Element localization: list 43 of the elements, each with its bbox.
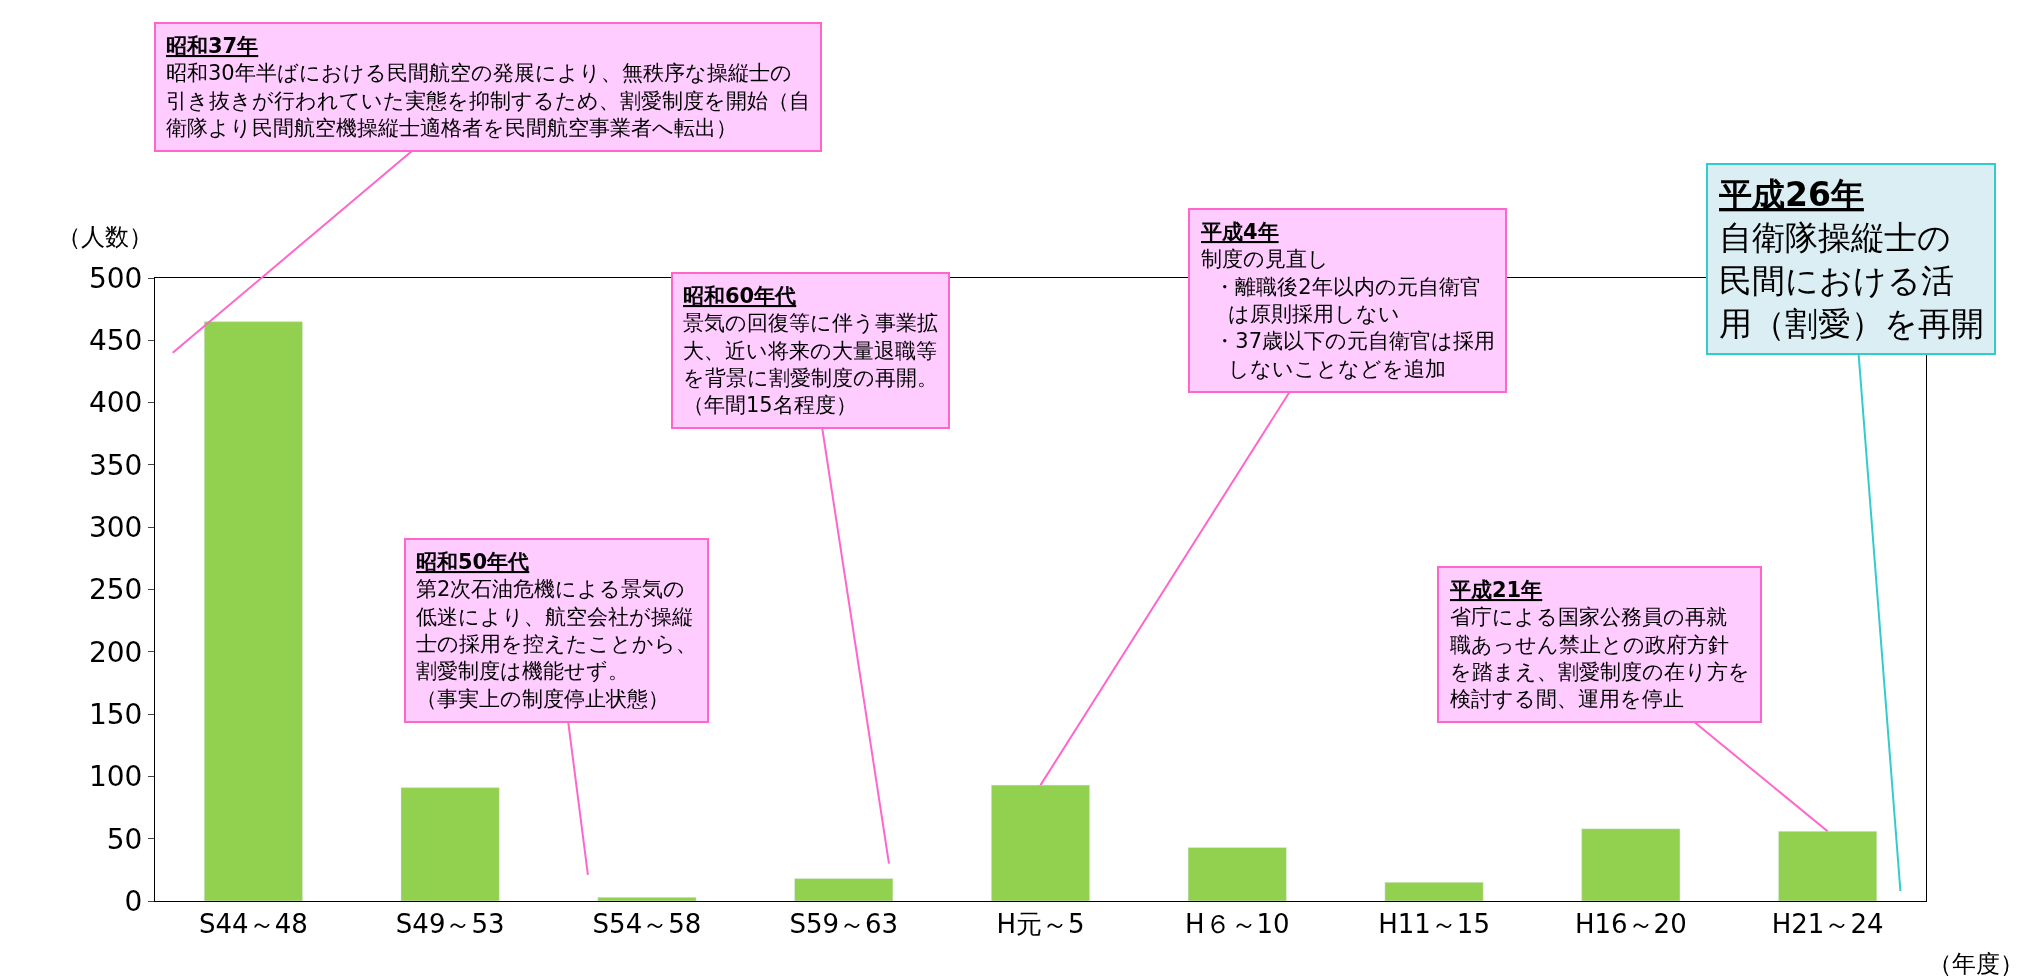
bar — [203, 321, 303, 901]
text: 昭和37年 — [166, 34, 259, 58]
y-tick-label: 0 — [124, 884, 143, 918]
x-tick-label: H元～5 — [996, 909, 1085, 940]
y-tick-label: 300 — [88, 511, 143, 544]
annotation: 平成21年 — [1449, 578, 1543, 602]
annotation: 制度の見直し・離職後2年以内の元自衛官は原則採用しない・37歳以下の元自衛官は採用しないことなどを追加 — [1201, 247, 1496, 381]
bar — [1187, 847, 1287, 901]
x-tick-label: S54～58 — [592, 909, 702, 940]
x-tick-label: S59～63 — [789, 909, 899, 940]
bar — [794, 878, 894, 901]
annotation: 景気の回復等に伴う事業拡大、近い将来の大量退職等を背景に割愛制度の再開。（年間15名程度） — [683, 311, 938, 418]
bar — [1778, 830, 1878, 901]
x-tick-label: S44～48 — [199, 909, 308, 940]
y-tick-label: 500 — [88, 261, 143, 295]
annotation: 昭和60年代 — [683, 284, 797, 308]
bar — [991, 784, 1090, 901]
bar — [597, 897, 697, 901]
x-tick-label: S49～53 — [395, 909, 505, 940]
annotation: 第2次石油危機による景気の低迷により、航空会社が操縦士の採用を控えたことから、割愛制度は機能せず。（事実上の制度停止状態） — [416, 577, 697, 711]
y-tick-label: 200 — [88, 635, 143, 669]
y-tick-label: 100 — [88, 760, 143, 794]
y-tick-label: 400 — [88, 386, 143, 420]
x-axis-title: （年度） — [1928, 950, 2024, 978]
annotation: 自衛隊操縦士の民間における活用（割愛）を再開 — [1719, 217, 1984, 343]
text: 昭和30年半ばにおける民間航空の発展により、無秩序な操縦士の引き抜きが行われていた実態を抑制するため、割愛制度を開始（自衛隊より民間航空機操縦士適格者を民間航空事業者へ転出） — [166, 61, 810, 140]
x-tick-label: H16～20 — [1574, 909, 1687, 940]
text: 平成26年 — [1718, 175, 1864, 214]
y-tick-label: 250 — [88, 573, 143, 607]
y-tick-label: 350 — [88, 448, 143, 482]
bar — [1384, 882, 1484, 901]
y-tick-label: 450 — [88, 324, 143, 358]
y-tick-label: 50 — [106, 822, 143, 856]
y-axis-title: （人数） — [57, 223, 153, 251]
bar — [400, 787, 500, 901]
annotation: 省庁による国家公務員の再就職あっせん禁止との政府方針を踏まえ、割愛制度の在り方を検討する間、運用を停止 — [1450, 605, 1750, 712]
text: 平成4年 — [1200, 220, 1279, 244]
x-tick-label: H６～10 — [1184, 909, 1290, 940]
annotation: 昭和50年代 — [416, 550, 530, 574]
y-tick-label: 150 — [88, 697, 143, 731]
x-tick-label: H11～15 — [1378, 909, 1490, 940]
bar — [1581, 828, 1681, 901]
x-tick-label: H21～24 — [1771, 909, 1884, 940]
